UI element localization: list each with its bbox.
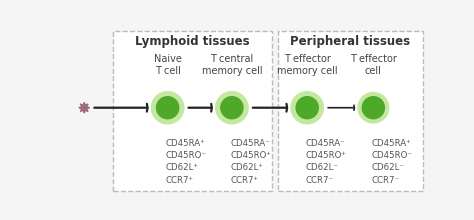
Text: CD45RA⁻
CD45RO⁺
CD62L⁺
CCR7⁺: CD45RA⁻ CD45RO⁺ CD62L⁺ CCR7⁺ [230,139,271,185]
Text: T effector
memory cell: T effector memory cell [277,53,337,76]
Ellipse shape [216,92,248,124]
FancyBboxPatch shape [278,31,423,191]
Ellipse shape [296,97,319,119]
Text: CD45RA⁻
CD45RO⁺
CD62L⁻
CCR7⁻: CD45RA⁻ CD45RO⁺ CD62L⁻ CCR7⁻ [305,139,346,185]
Ellipse shape [291,92,323,124]
Ellipse shape [221,97,243,119]
Text: Peripheral tissues: Peripheral tissues [291,35,410,48]
Ellipse shape [151,92,184,124]
Text: T effector
cell: T effector cell [350,53,397,76]
Ellipse shape [362,97,384,119]
Polygon shape [79,102,90,113]
Text: CD45RA⁺
CD45RO⁻
CD62L⁻
CCR7⁻: CD45RA⁺ CD45RO⁻ CD62L⁻ CCR7⁻ [372,139,412,185]
Text: Naive
T cell: Naive T cell [154,53,182,76]
Ellipse shape [156,97,179,119]
Text: Lymphoid tissues: Lymphoid tissues [135,35,249,48]
Text: CD45RA⁺
CD45RO⁻
CD62L⁺
CCR7⁺: CD45RA⁺ CD45RO⁻ CD62L⁺ CCR7⁺ [166,139,207,185]
FancyBboxPatch shape [112,31,272,191]
Text: T central
memory cell: T central memory cell [201,53,262,76]
Ellipse shape [358,92,389,123]
